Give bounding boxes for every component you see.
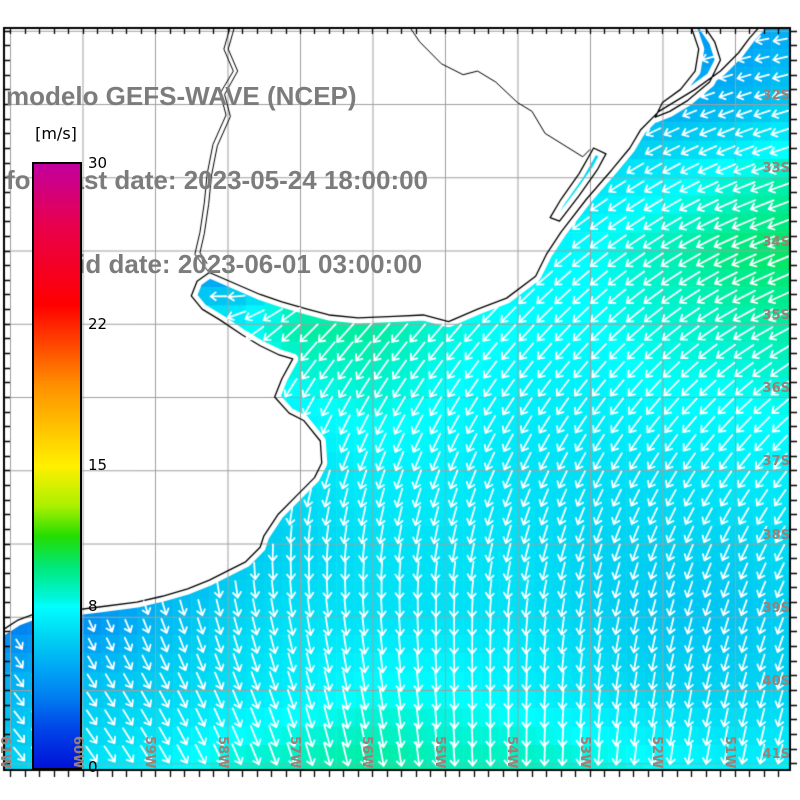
lat-label-39S: 39S xyxy=(762,600,790,616)
lon-label-61W: 61W xyxy=(0,736,13,769)
wind-speed-colorbar xyxy=(32,162,82,770)
lon-label-51W: 51W xyxy=(721,736,737,769)
lat-label-33S: 33S xyxy=(762,161,790,177)
lat-label-41S: 41S xyxy=(762,747,790,763)
lon-label-58W: 58W xyxy=(214,736,230,769)
colorbar-tick-label: 15 xyxy=(88,456,108,474)
lon-label-52W: 52W xyxy=(649,736,665,769)
lat-label-34S: 34S xyxy=(762,234,790,250)
colorbar-unit-label: [m/s] xyxy=(35,124,77,143)
lat-label-32S: 32S xyxy=(762,88,790,104)
lon-label-54W: 54W xyxy=(504,736,520,769)
colorbar-tick-label: 8 xyxy=(88,596,98,615)
lon-label-55W: 55W xyxy=(431,736,447,769)
lon-label-59W: 59W xyxy=(142,736,157,769)
lat-label-37S: 37S xyxy=(762,454,790,470)
lat-label-36S: 36S xyxy=(762,381,790,397)
lon-label-60W: 60W xyxy=(69,736,85,769)
colorbar-tick-label: 22 xyxy=(88,315,108,334)
colorbar-tick-label: 30 xyxy=(88,154,108,172)
lon-label-56W: 56W xyxy=(359,736,375,769)
lat-label-38S: 38S xyxy=(762,527,790,543)
colorbar-tick-label: 0 xyxy=(88,758,98,776)
lon-label-57W: 57W xyxy=(287,736,302,769)
lon-label-53W: 53W xyxy=(576,736,592,769)
lat-label-40S: 40S xyxy=(762,674,790,689)
lat-label-35S: 35S xyxy=(762,307,790,323)
